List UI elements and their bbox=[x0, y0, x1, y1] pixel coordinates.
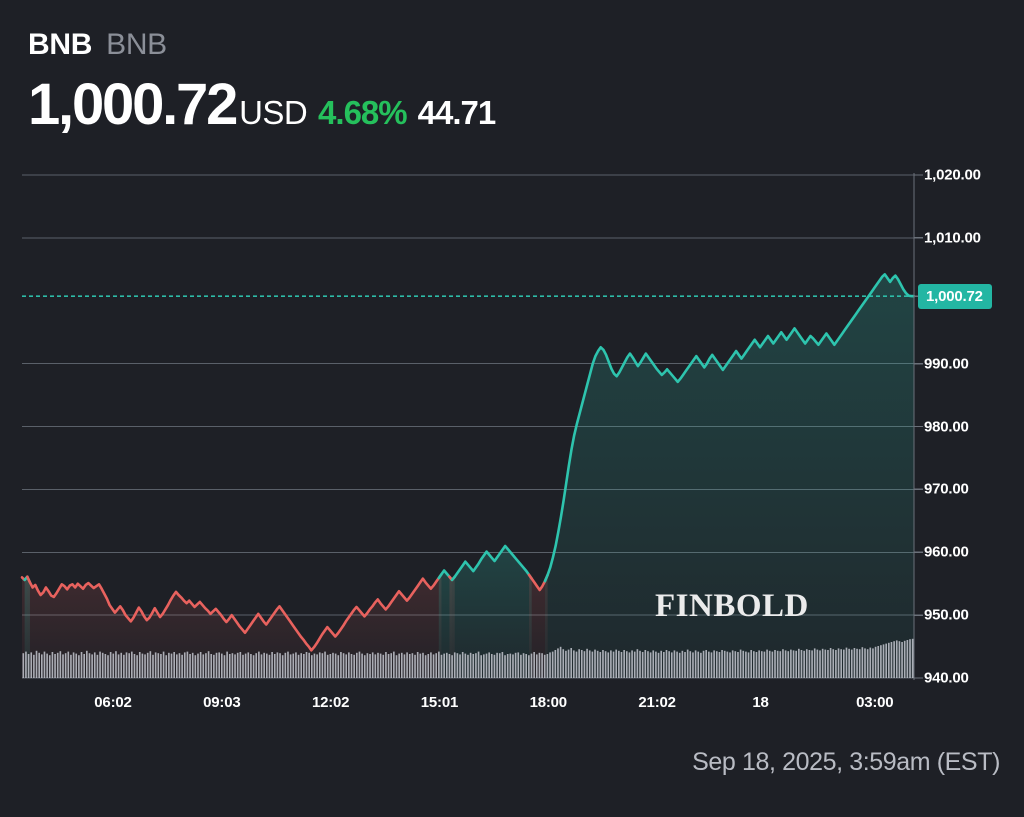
ticker-row: BNB BNB bbox=[28, 28, 988, 72]
current-price-badge: 1,000.72 bbox=[918, 283, 992, 309]
current-price: 1,000.72 bbox=[28, 72, 238, 137]
y-axis-tick-label: 970.00 bbox=[924, 480, 969, 498]
y-axis-tick-label: 1,010.00 bbox=[924, 229, 981, 247]
volume-bars bbox=[22, 638, 914, 678]
price-change-absolute: 44.71 bbox=[417, 94, 497, 131]
finbold-watermark: FINBOLD bbox=[655, 588, 809, 624]
ticker-name: BNB bbox=[106, 28, 167, 61]
chart-header: BNB BNB 1,000.72 USD 4.68% 44.71 bbox=[28, 28, 988, 134]
y-axis-tick-label: 940.00 bbox=[924, 669, 969, 687]
ticker-symbol: BNB bbox=[28, 28, 93, 61]
x-axis-tick-label: 03:00 bbox=[856, 694, 894, 711]
x-axis-tick-label: 09:03 bbox=[203, 694, 241, 711]
y-axis-tick-label: 960.00 bbox=[924, 543, 969, 561]
price-change-percent: 4.68% bbox=[318, 94, 408, 131]
price-row: 1,000.72 USD 4.68% 44.71 bbox=[28, 76, 988, 134]
y-axis-tick-label: 950.00 bbox=[924, 606, 969, 624]
x-axis-tick-label: 18 bbox=[752, 694, 769, 711]
x-axis-tick-label: 15:01 bbox=[420, 694, 459, 711]
y-axis-tick-label: 980.00 bbox=[924, 418, 969, 435]
x-axis-tick-label: 12:02 bbox=[311, 694, 350, 711]
x-axis-tick-label: 06:02 bbox=[94, 694, 132, 711]
x-axis-tick-label: 21:02 bbox=[638, 694, 676, 711]
x-axis-tick-label: 18:00 bbox=[529, 694, 568, 711]
price-currency: USD bbox=[239, 94, 308, 131]
footer-timestamp: Sep 18, 2025, 3:59am (EST) bbox=[692, 748, 1000, 776]
y-axis-tick-label: 990.00 bbox=[924, 355, 969, 373]
y-axis-tick-label: 1,020.00 bbox=[924, 166, 981, 184]
y-axis bbox=[913, 173, 923, 680]
